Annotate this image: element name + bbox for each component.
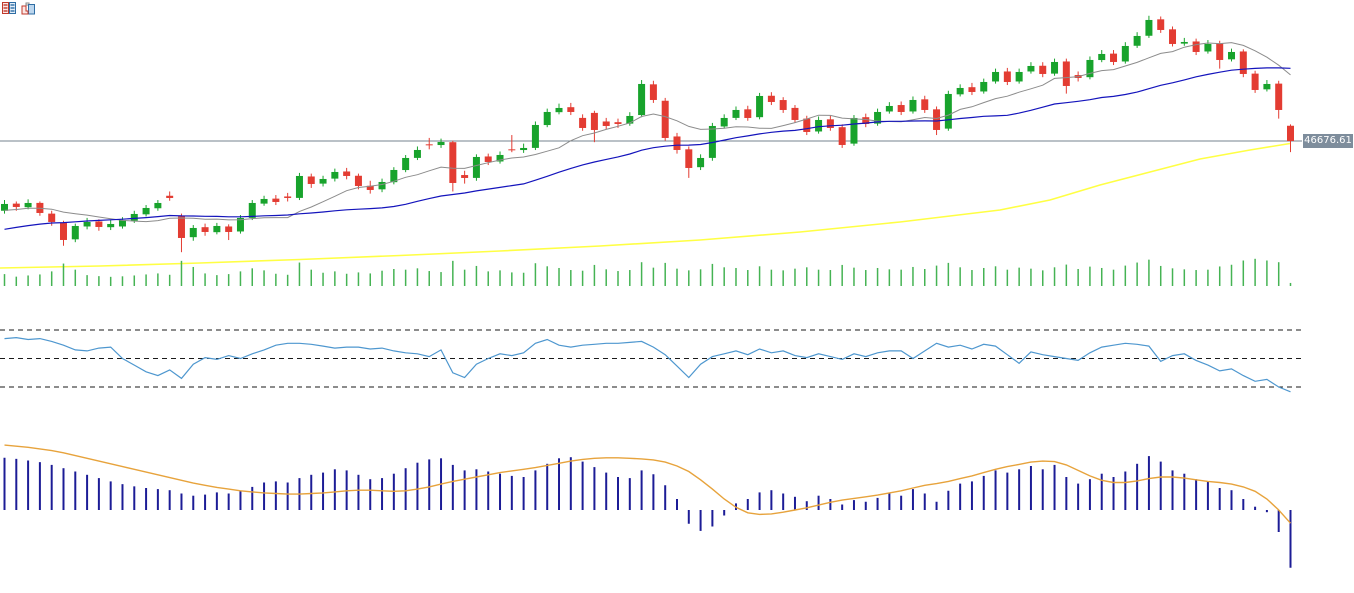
toolbar <box>2 2 35 15</box>
volume-panel <box>3 258 1292 286</box>
price-panel <box>0 15 1302 269</box>
kline-chart-icon[interactable] <box>21 2 35 15</box>
oscillator-panel <box>0 329 1302 393</box>
quote-list-icon[interactable] <box>2 2 16 15</box>
last-price-badge: 46676.61 <box>1303 134 1353 148</box>
macd-panel <box>3 444 1292 568</box>
